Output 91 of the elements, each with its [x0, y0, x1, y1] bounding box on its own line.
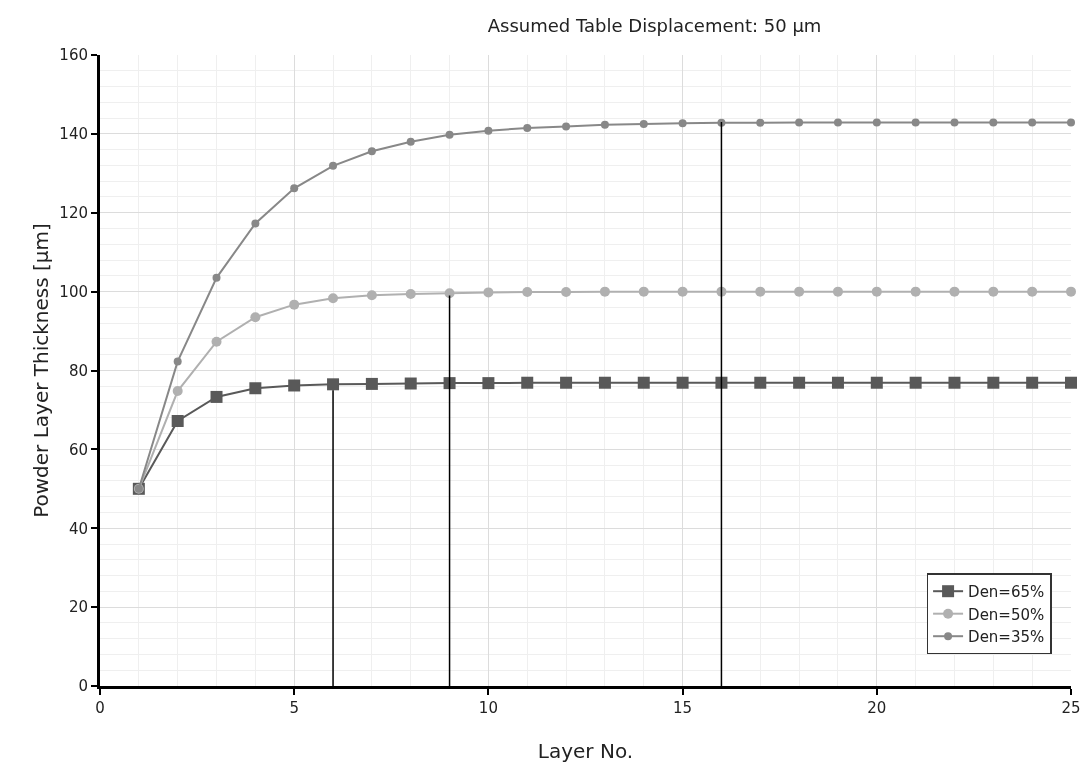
point: [521, 376, 534, 389]
point: [404, 377, 417, 390]
point: [561, 287, 572, 298]
x-tick-label: 10: [478, 699, 498, 717]
y-tick-label: 120: [59, 204, 88, 222]
y-tick-label: 0: [78, 677, 88, 696]
x-tick-label: 0: [95, 699, 105, 717]
point: [715, 376, 728, 389]
point: [793, 376, 806, 389]
point: [949, 286, 960, 297]
point: [832, 286, 843, 297]
point: [600, 120, 609, 129]
point: [1026, 376, 1039, 389]
point: [560, 376, 573, 389]
point: [989, 118, 998, 127]
legend-label: Den=50%: [968, 605, 1045, 624]
point: [871, 286, 882, 297]
y-tick-label: 100: [59, 282, 88, 301]
point: [289, 299, 300, 310]
point: [212, 273, 221, 282]
point: [911, 118, 920, 127]
point: [405, 288, 416, 299]
point: [367, 147, 376, 156]
x-tick-label: 15: [673, 699, 693, 717]
y-axis-title: Powder Layer Thickness [μm]: [29, 223, 53, 518]
point: [1028, 118, 1037, 127]
legend-label: Den=35%: [968, 628, 1045, 647]
point: [872, 118, 881, 127]
point: [639, 120, 648, 129]
point: [210, 390, 223, 403]
point: [950, 118, 959, 127]
y-tick-label: 160: [59, 46, 88, 65]
point: [637, 376, 650, 389]
point: [910, 286, 921, 297]
point: [678, 119, 687, 128]
chart-title: Assumed Table Displacement: 50 μm: [487, 14, 822, 36]
point: [795, 118, 804, 127]
point: [290, 184, 299, 193]
point: [329, 161, 338, 170]
point: [833, 118, 842, 127]
point: [250, 312, 261, 323]
point: [445, 130, 454, 139]
y-tick-label: 140: [59, 125, 88, 144]
point: [328, 293, 339, 304]
y-tick-label: 40: [68, 519, 88, 538]
point: [598, 376, 611, 389]
point: [327, 378, 340, 391]
point: [523, 123, 532, 132]
point: [211, 336, 222, 347]
point: [406, 137, 415, 146]
point: [484, 126, 493, 135]
point: [562, 122, 571, 131]
point: [1065, 376, 1077, 389]
x-axis-title: Layer No.: [537, 739, 634, 763]
point: [794, 286, 805, 297]
point: [755, 286, 766, 297]
y-tick-label: 20: [68, 598, 88, 617]
point: [987, 376, 1000, 389]
point: [1027, 286, 1038, 297]
x-tick-label: 5: [289, 699, 299, 717]
point: [171, 414, 184, 427]
point: [870, 376, 883, 389]
x-tick-label: 20: [867, 699, 887, 717]
legend-label: Den=65%: [968, 583, 1045, 602]
point: [444, 288, 455, 299]
point: [1066, 286, 1076, 297]
point: [483, 287, 494, 298]
x-tick-label: 25: [1061, 699, 1081, 717]
point: [365, 377, 378, 390]
point: [676, 376, 689, 389]
point: [756, 118, 765, 127]
point: [831, 376, 844, 389]
point: [948, 376, 961, 389]
y-tick-label: 80: [68, 361, 88, 380]
point: [288, 379, 301, 392]
point: [1067, 118, 1075, 127]
point: [443, 377, 456, 390]
point: [366, 290, 377, 301]
point: [522, 287, 533, 298]
point: [251, 219, 260, 228]
point: [599, 286, 610, 297]
point: [482, 377, 495, 390]
point: [754, 376, 767, 389]
point: [988, 286, 999, 297]
point: [172, 386, 183, 397]
point: [638, 286, 649, 297]
point: [677, 286, 688, 297]
point: [909, 376, 922, 389]
point: [173, 357, 182, 366]
y-tick-label: 60: [68, 440, 88, 459]
point: [249, 382, 262, 395]
